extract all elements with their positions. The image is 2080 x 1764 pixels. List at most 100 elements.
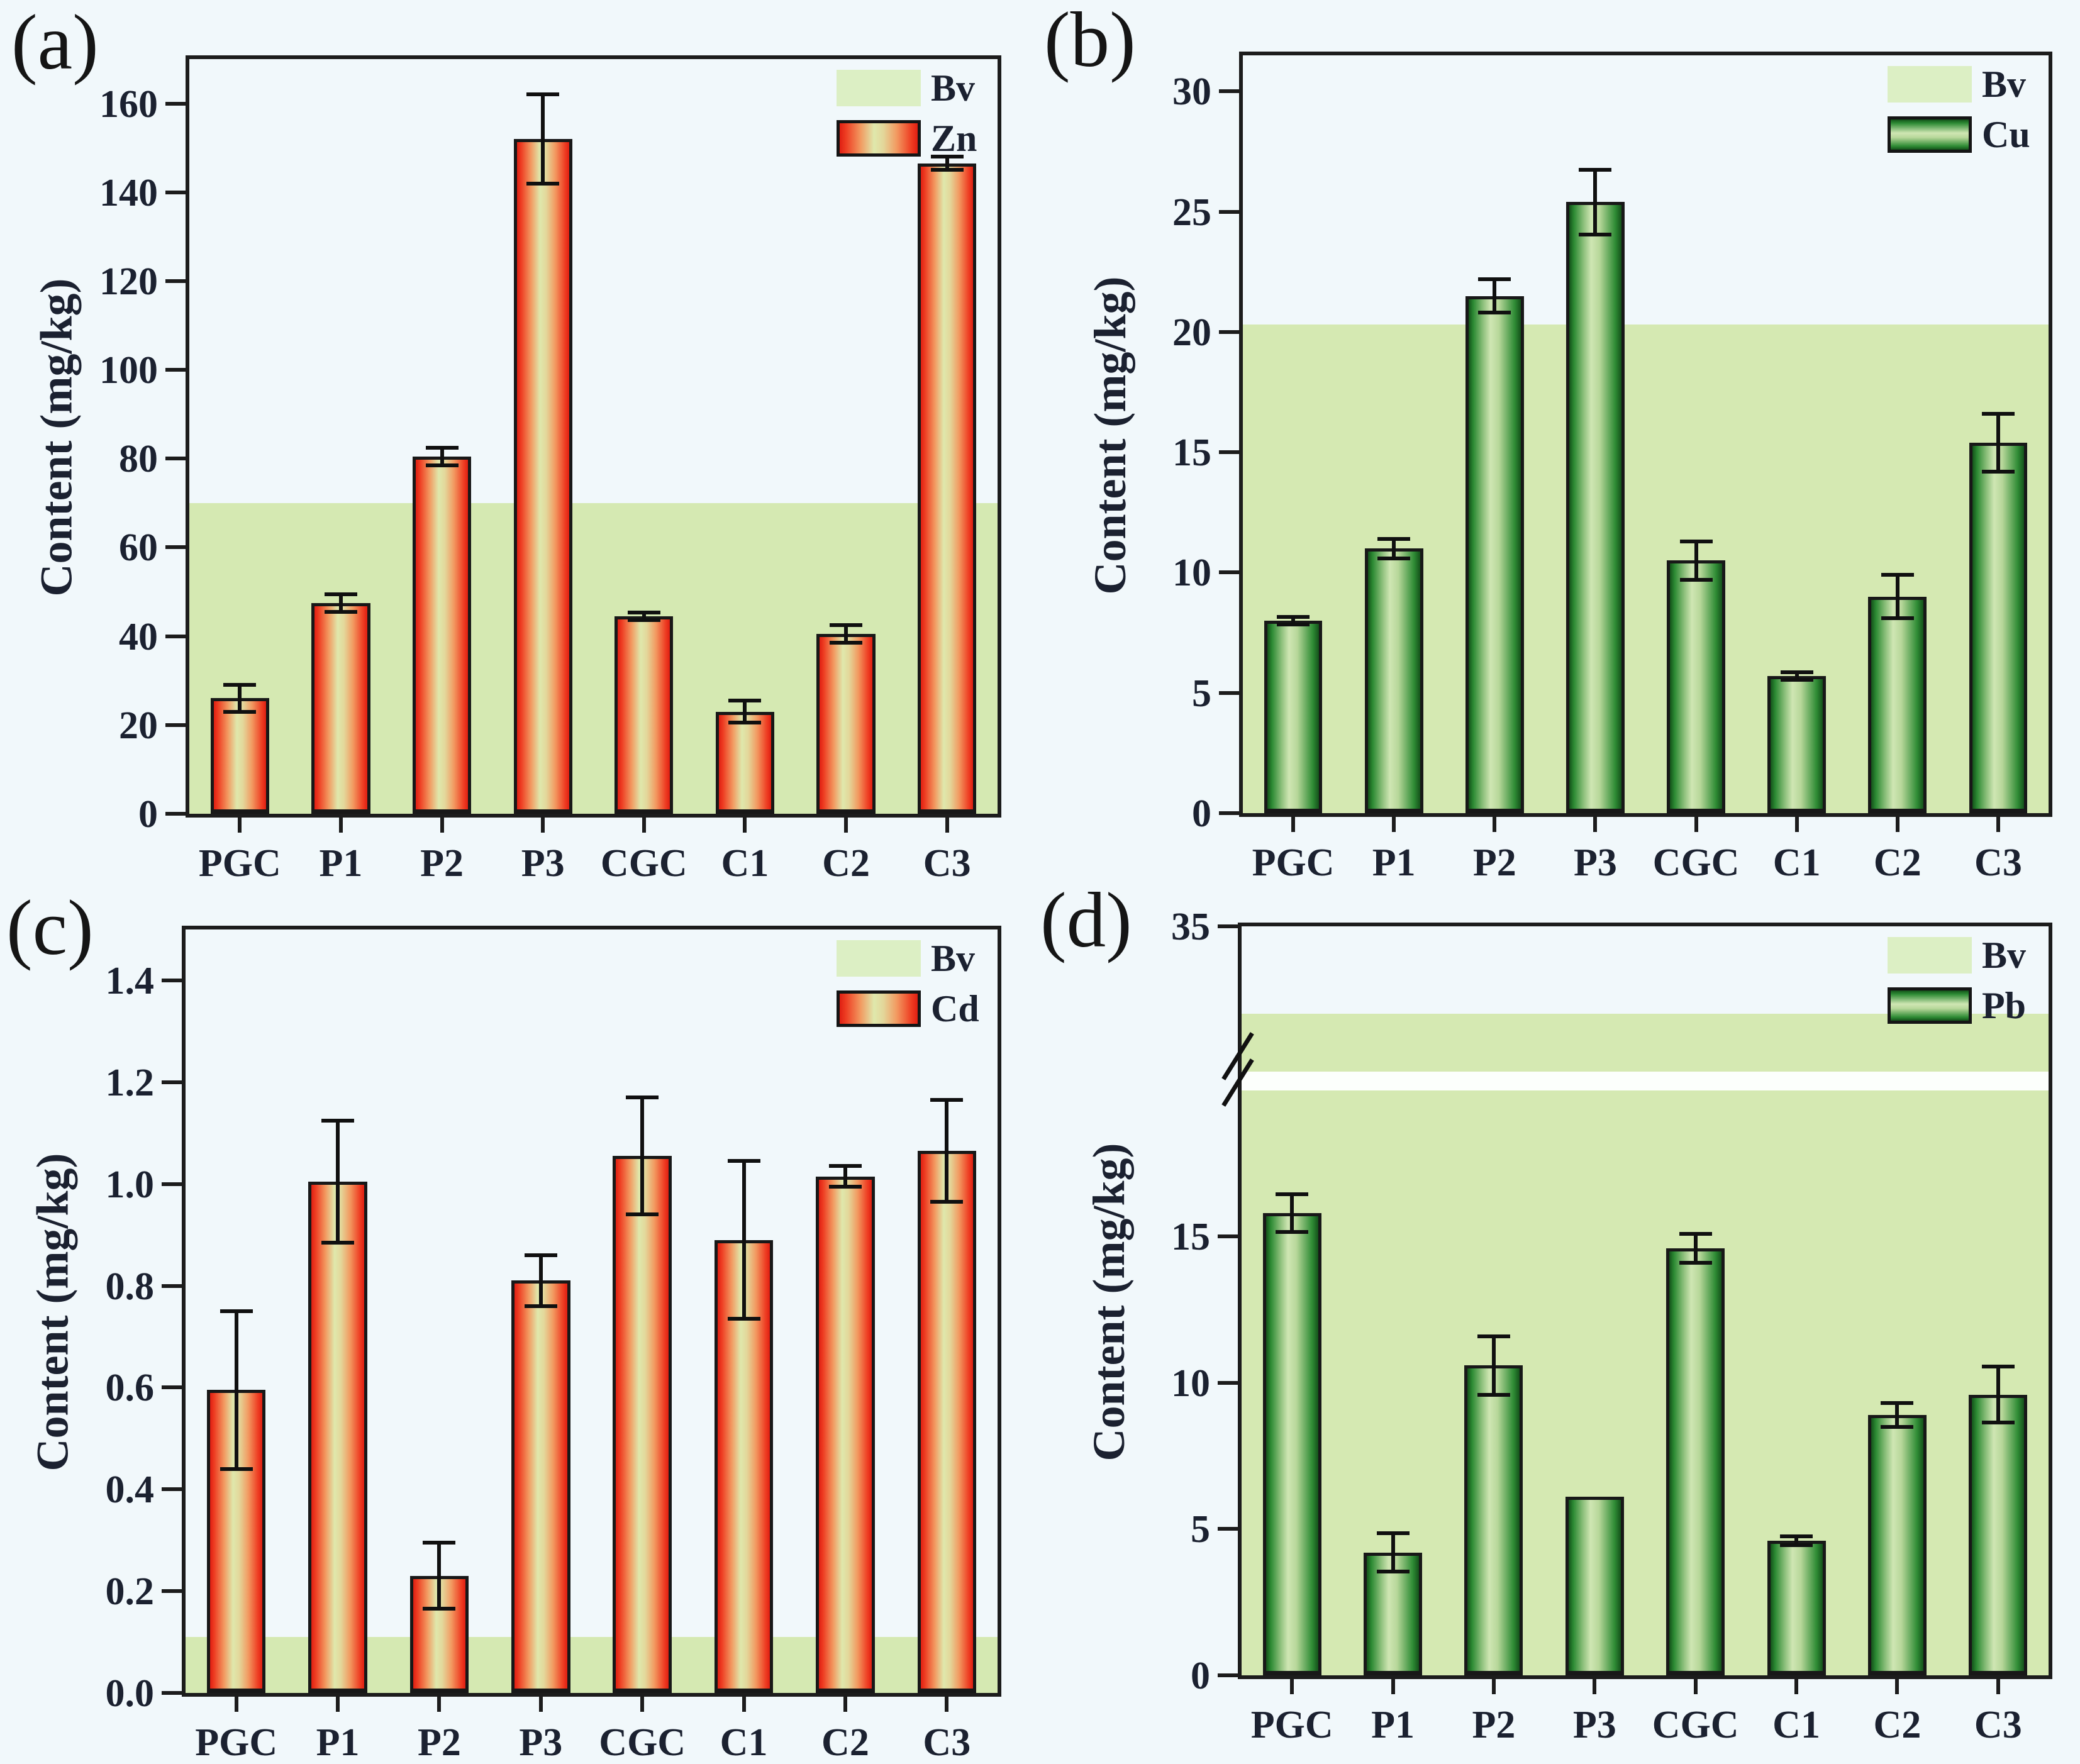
y-tick-label-5: 5 — [1192, 672, 1211, 715]
bv-band-lower — [1242, 1090, 2049, 1675]
legend-series-swatch — [837, 990, 921, 1027]
x-label-P2: P2 — [1472, 1704, 1516, 1746]
panel-c-plot-area: PGC P1 P2 P3 CGC C1 C2 C3 0.0 0.2 0.4 0.6 0.8 1.0 1.2 1… — [106, 926, 1001, 1762]
x-tick-C2 — [1895, 1675, 1899, 1694]
error-cap-bottom-CGC — [1679, 577, 1713, 582]
x-tick-C1 — [743, 814, 747, 833]
error-cap-bottom-P2 — [423, 1607, 456, 1611]
bar-PGC — [1262, 1213, 1321, 1675]
panel-a-plot-area: PGC P1 P2 P3 CGC C1 C2 C3 0 20 40 60 80 100 120 140 160 B… — [99, 55, 1001, 883]
panel-b: (b) Content (mg/kg) PGC P1 P2 P3 CGC C1 C2 C3 0 5… — [1038, 0, 2076, 884]
bar-CGC — [615, 616, 674, 814]
x-label-P1: P1 — [1372, 841, 1416, 884]
y-tick-label-10: 10 — [1172, 552, 1211, 595]
y-tick-5 — [1218, 1527, 1238, 1531]
error-bar-PGC — [238, 685, 242, 712]
error-cap-bottom-P2 — [1477, 1392, 1510, 1397]
error-bar-C1 — [743, 701, 747, 723]
error-cap-bottom-C2 — [1881, 616, 1914, 621]
error-bar-C2 — [844, 625, 848, 643]
y-tick-label-1.2: 1.2 — [105, 1061, 155, 1104]
y-tick-0 — [1219, 811, 1239, 815]
legend-bv-label: Bv — [1982, 935, 2027, 976]
y-tick-label-1.0: 1.0 — [105, 1163, 155, 1206]
error-bar-P1 — [1391, 1533, 1395, 1572]
legend-item-bv: Bv — [1888, 936, 2038, 974]
x-tick-C1 — [1794, 1675, 1799, 1694]
y-tick-label-15: 15 — [1171, 1216, 1210, 1259]
x-tick-PGC — [1290, 1675, 1294, 1694]
y-tick-120 — [165, 279, 186, 283]
x-tick-CGC — [1694, 813, 1698, 832]
error-cap-top-PGC — [220, 1309, 253, 1313]
x-tick-CGC — [642, 814, 646, 833]
error-cap-bottom-C1 — [727, 1317, 760, 1321]
legend-bv-swatch — [1888, 66, 1972, 103]
x-label-C2: C2 — [1873, 841, 1921, 884]
error-bar-C2 — [1895, 1403, 1899, 1427]
bv-band — [189, 502, 998, 814]
legend-item-zn: Zn — [837, 119, 987, 157]
y-tick-0 — [165, 812, 186, 816]
error-cap-top-PGC — [1277, 615, 1310, 619]
error-cap-top-P2 — [423, 1541, 456, 1545]
x-label-P2: P2 — [1472, 841, 1516, 884]
error-bar-P1 — [338, 594, 343, 612]
legend-series-label: Zn — [931, 118, 977, 159]
error-cap-bottom-P1 — [1377, 556, 1411, 560]
error-bar-C2 — [1895, 575, 1899, 619]
legend-item-cd: Cd — [837, 990, 987, 1028]
error-bar-CGC — [1694, 541, 1698, 580]
y-tick-label-20: 20 — [119, 704, 158, 747]
x-label-CGC: CGC — [1652, 1704, 1739, 1746]
x-label-C1: C1 — [720, 1721, 768, 1764]
y-tick-0.6 — [162, 1385, 182, 1390]
error-bar-C3 — [1996, 413, 2000, 472]
error-cap-bottom-C3 — [1981, 469, 2015, 474]
error-cap-top-C1 — [728, 699, 762, 702]
error-cap-top-CGC — [1679, 539, 1713, 543]
bar-P3 — [1565, 1497, 1624, 1675]
error-cap-top-C2 — [830, 623, 863, 627]
y-tick-1.0 — [162, 1182, 182, 1186]
x-label-P2: P2 — [418, 1721, 461, 1764]
x-tick-P2 — [440, 814, 444, 833]
legend-bv-swatch — [837, 940, 921, 977]
y-tick-label-100: 100 — [99, 349, 158, 392]
y-tick-30 — [1219, 89, 1239, 94]
x-label-P2: P2 — [420, 842, 464, 885]
y-tick-label-0: 0 — [138, 793, 158, 836]
x-label-C3: C3 — [1974, 1704, 2022, 1746]
error-cap-top-CGC — [626, 1096, 659, 1100]
error-cap-bottom-P3 — [526, 181, 560, 186]
y-tick-10 — [1219, 570, 1239, 575]
error-cap-bottom-C1 — [728, 721, 762, 725]
x-label-P1: P1 — [1371, 1704, 1415, 1746]
legend-bv-label: Bv — [931, 938, 976, 979]
error-cap-bottom-P1 — [321, 1240, 355, 1245]
y-tick-label-0.8: 0.8 — [105, 1265, 155, 1308]
x-label-PGC: PGC — [1250, 1704, 1333, 1746]
legend-series-label: Pb — [1982, 985, 2027, 1026]
x-tick-P3 — [538, 1693, 543, 1712]
error-cap-top-C1 — [727, 1159, 760, 1163]
panel-d: (d) Content (mg/kg) PGC P1 P2 P3 CGC C1 C2 C3 0 5… — [1038, 880, 2076, 1761]
x-label-PGC: PGC — [195, 1721, 278, 1764]
legend-series-swatch — [1888, 116, 1972, 153]
x-label-C1: C1 — [1772, 841, 1821, 884]
legend-bv-label: Bv — [931, 67, 976, 109]
error-bar-C3 — [1996, 1367, 2000, 1423]
legend-series-swatch — [1888, 987, 1972, 1024]
y-tick-label-80: 80 — [119, 438, 158, 481]
y-tick-5 — [1219, 691, 1239, 695]
error-cap-bottom-C3 — [930, 1199, 964, 1204]
bar-CGC — [1666, 1248, 1725, 1675]
panel-d-y-axis-title: Content (mg/kg) — [1083, 1143, 1134, 1461]
y-tick-label-160: 160 — [99, 82, 158, 126]
error-bar-C2 — [843, 1166, 847, 1187]
x-tick-PGC — [238, 814, 242, 833]
legend-series-label: Cu — [1982, 114, 2030, 155]
bar-C3 — [1969, 442, 2028, 813]
bar-P3 — [1566, 202, 1625, 813]
error-cap-top-C2 — [1881, 1401, 1914, 1406]
